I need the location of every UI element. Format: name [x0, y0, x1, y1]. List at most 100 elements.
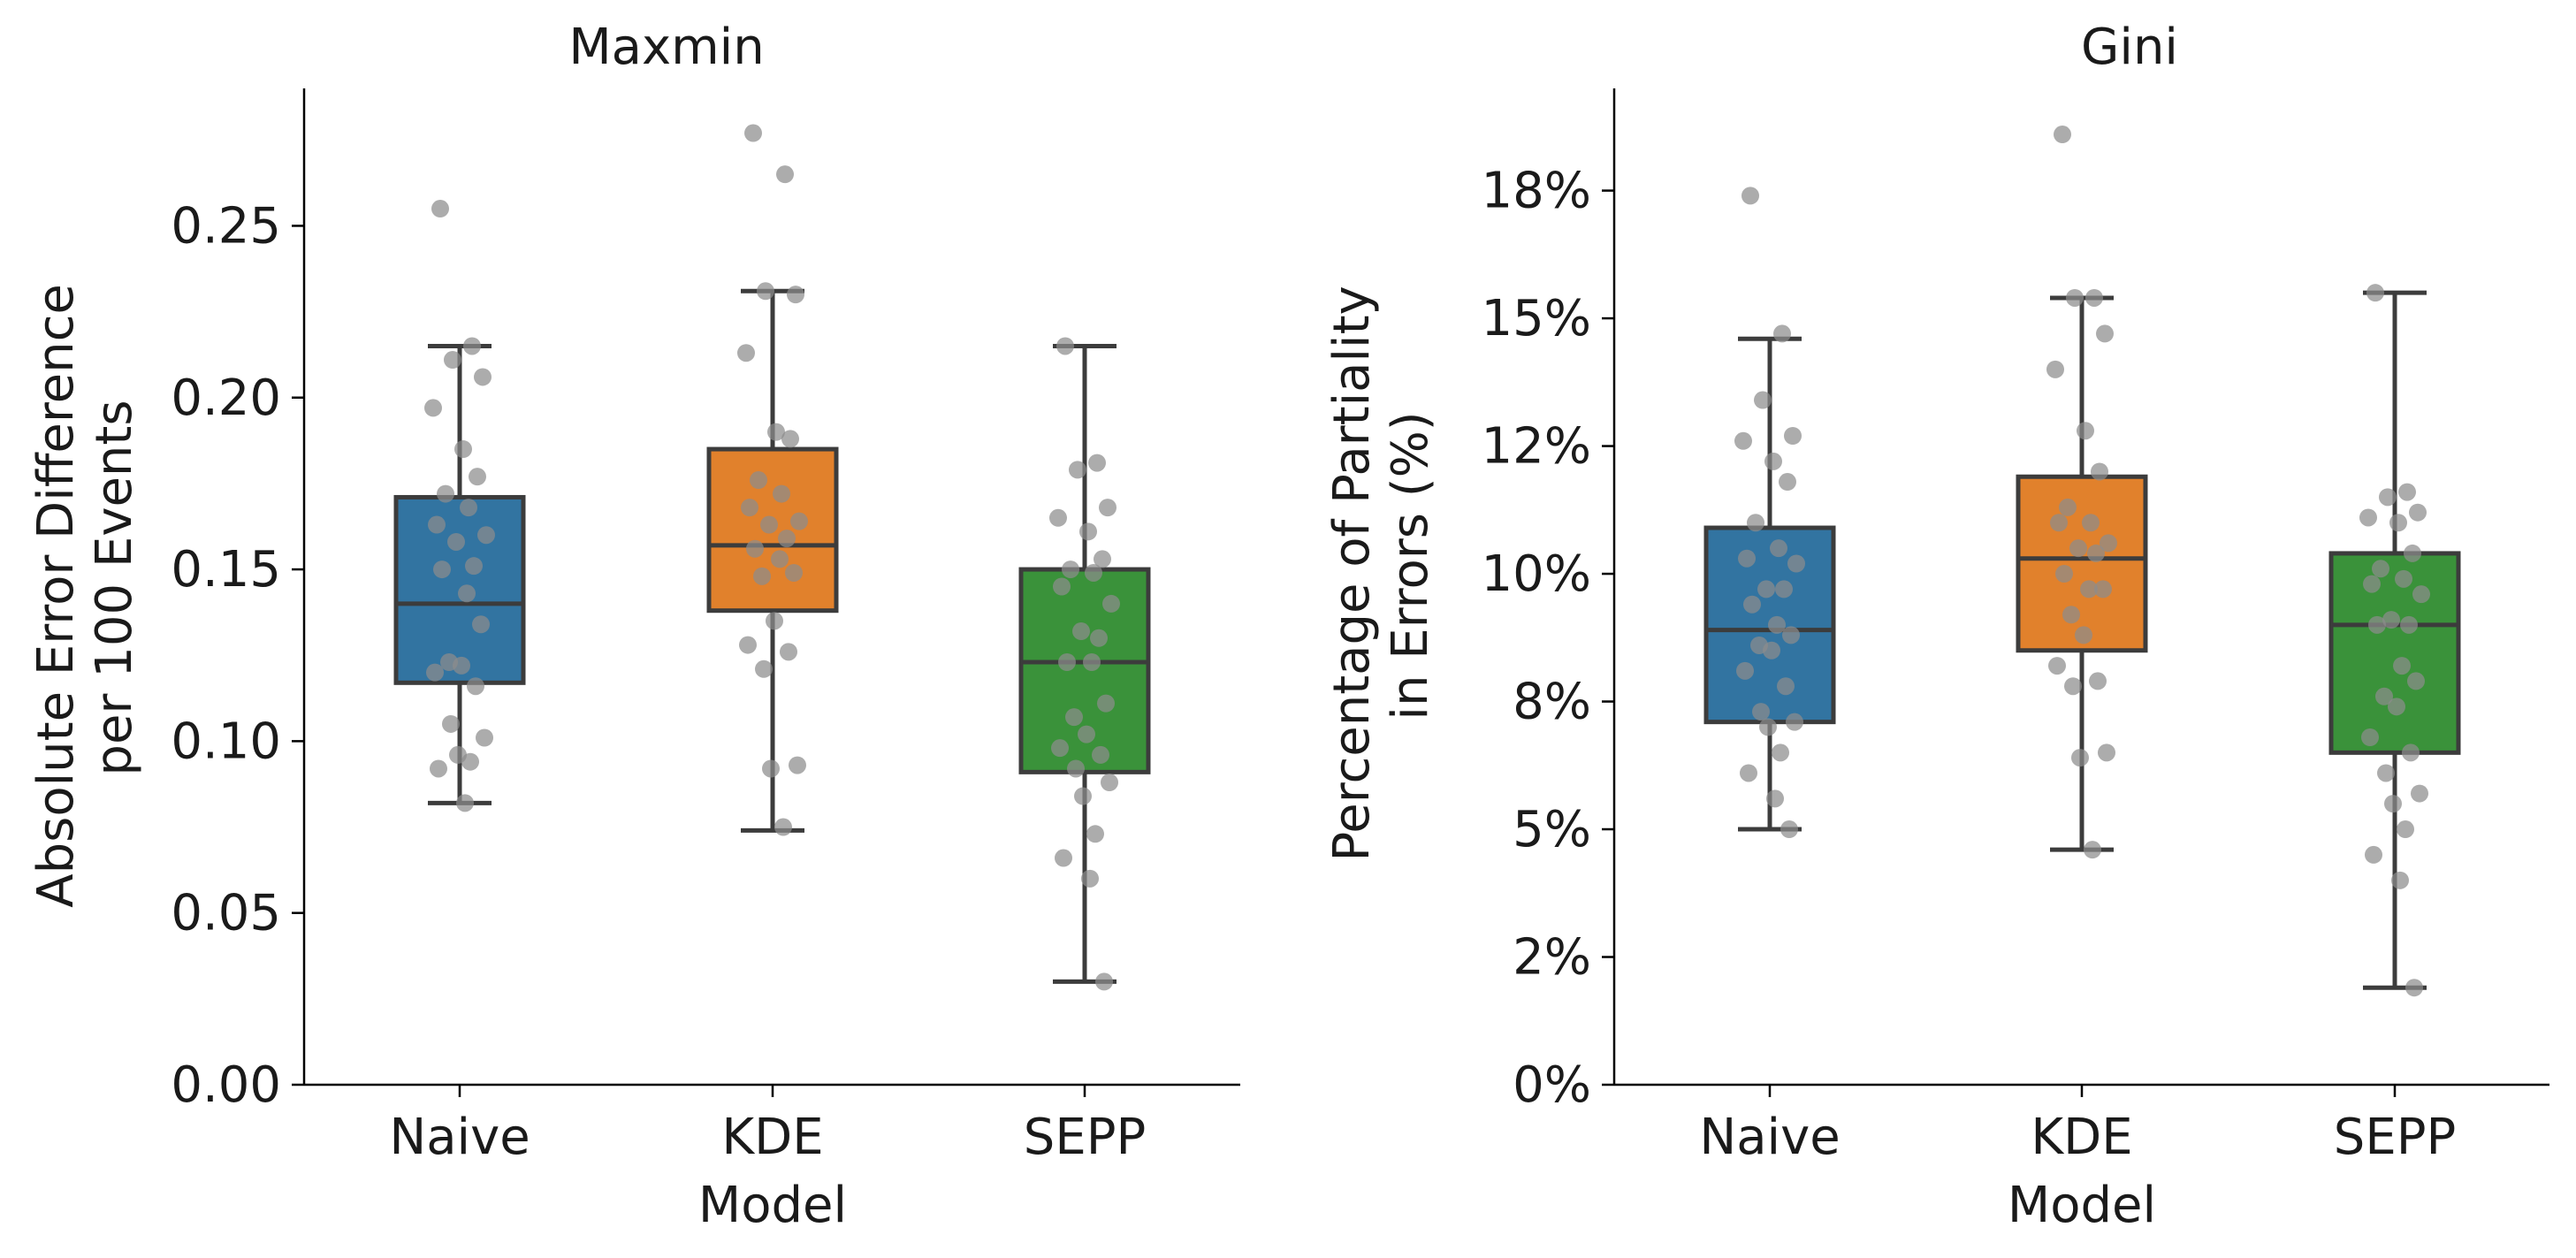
box-kde	[2016, 295, 2148, 852]
data-point-sepp	[1090, 629, 1108, 647]
data-point-kde	[746, 539, 764, 558]
data-point-sepp	[1056, 337, 1074, 355]
data-point-kde	[737, 344, 755, 362]
data-point-naive	[1736, 661, 1754, 680]
x-axis-title-maxmin: Model	[698, 1177, 847, 1234]
data-point-naive	[1738, 549, 1756, 568]
data-point-sepp	[1055, 849, 1072, 867]
data-point-naive	[1747, 514, 1764, 532]
data-point-kde	[2087, 544, 2105, 562]
data-point-kde	[2094, 580, 2112, 599]
y-tick-label: 0%	[1513, 1056, 1591, 1114]
data-point-sepp	[1102, 594, 1120, 613]
data-point-sepp	[1095, 972, 1113, 991]
panel-gini: Gini 0% 2% 5% 8% 10% 12% 15% 18% Naive KDE SEPP P…	[1323, 19, 2549, 1234]
data-point-naive	[1775, 580, 1793, 599]
data-point-kde	[771, 550, 789, 568]
data-point-naive	[1759, 718, 1777, 736]
data-point-naive	[1741, 187, 1759, 205]
y-axis-gini: 0% 2% 5% 8% 10% 12% 15% 18%	[1482, 88, 1616, 1114]
data-point-naive	[1743, 595, 1761, 614]
data-point-kde	[2055, 565, 2073, 583]
data-point-sepp	[2398, 483, 2416, 501]
x-axis-gini: Naive KDE SEPP	[1614, 1083, 2549, 1166]
data-point-kde	[2075, 626, 2092, 644]
data-point-naive	[444, 351, 461, 370]
data-point-naive	[1740, 764, 1757, 782]
data-point-kde	[780, 643, 797, 661]
data-point-kde	[789, 756, 806, 774]
y-tick-label: 15%	[1482, 290, 1591, 347]
data-point-sepp	[1051, 739, 1069, 758]
data-point-naive	[1768, 615, 1786, 634]
x-axis-maxmin: Naive KDE SEPP	[304, 1083, 1240, 1166]
data-point-sepp	[1094, 550, 1111, 568]
data-point-kde	[785, 563, 803, 582]
data-point-kde	[2048, 657, 2066, 675]
data-point-kde	[741, 499, 758, 517]
data-point-kde	[753, 567, 771, 585]
data-point-naive	[458, 584, 476, 603]
data-point-naive	[453, 656, 470, 675]
data-point-naive	[1734, 431, 1752, 450]
data-point-naive	[469, 468, 486, 486]
data-point-kde	[2059, 498, 2077, 516]
data-point-sepp	[2375, 687, 2393, 705]
data-point-kde	[757, 282, 774, 301]
data-point-kde	[2064, 677, 2082, 696]
data-point-kde	[762, 759, 780, 778]
data-point-kde	[750, 471, 767, 490]
data-point-naive	[1752, 703, 1770, 721]
data-point-sepp	[2372, 560, 2389, 578]
y-tick-label: 0.00	[171, 1056, 281, 1114]
data-point-sepp	[2402, 743, 2420, 762]
data-point-naive	[476, 728, 493, 747]
data-point-kde	[739, 636, 757, 654]
data-point-naive	[447, 532, 465, 551]
data-point-kde	[2080, 580, 2098, 599]
data-point-naive	[463, 337, 481, 355]
y-tick-label: 10%	[1482, 545, 1591, 603]
data-point-kde	[773, 484, 790, 503]
data-point-naive	[424, 399, 442, 417]
data-point-sepp	[1101, 774, 1118, 792]
panel-title-maxmin: Maxmin	[568, 19, 764, 76]
data-point-sepp	[1053, 577, 1071, 596]
data-point-sepp	[2412, 585, 2430, 604]
panel-title-gini: Gini	[2081, 19, 2178, 76]
data-point-kde	[2098, 743, 2115, 762]
data-point-sepp	[2397, 820, 2414, 839]
data-point-sepp	[1067, 759, 1085, 778]
data-point-sepp	[1097, 694, 1115, 713]
data-point-kde	[2077, 422, 2094, 440]
data-point-kde	[2069, 539, 2087, 558]
box-iqr	[2016, 474, 2148, 653]
data-point-sepp	[1065, 708, 1083, 727]
data-point-sepp	[2365, 845, 2382, 864]
data-point-sepp	[2377, 764, 2395, 782]
data-point-sepp	[2393, 657, 2411, 675]
data-point-sepp	[2407, 672, 2425, 690]
data-point-sepp	[2409, 503, 2427, 522]
y-axis-title-gini: Percentage of Partiality in Errors (%)	[1323, 270, 1439, 861]
data-point-sepp	[2411, 784, 2428, 803]
box-sepp	[2328, 290, 2461, 990]
data-point-kde	[776, 165, 794, 184]
data-point-sepp	[1085, 563, 1102, 582]
data-point-naive	[1780, 820, 1798, 839]
data-point-naive	[461, 752, 479, 771]
y-tick-label: 0.15	[171, 541, 281, 599]
data-point-sepp	[1078, 725, 1095, 743]
data-point-sepp	[1069, 461, 1086, 479]
data-point-naive	[1770, 539, 1787, 558]
data-point-naive	[1766, 789, 1784, 808]
boxes-maxmin	[393, 288, 1151, 984]
data-point-naive	[1764, 452, 1782, 470]
data-point-naive	[442, 714, 460, 733]
data-point-kde	[2062, 606, 2080, 624]
data-point-sepp	[2359, 508, 2377, 527]
data-point-sepp	[2391, 871, 2409, 889]
data-point-sepp	[2363, 575, 2381, 593]
x-axis-title-gini: Model	[2008, 1177, 2156, 1234]
